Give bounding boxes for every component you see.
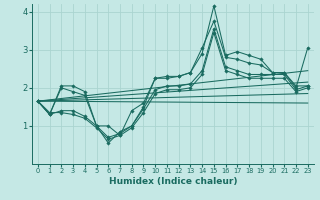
- X-axis label: Humidex (Indice chaleur): Humidex (Indice chaleur): [108, 177, 237, 186]
